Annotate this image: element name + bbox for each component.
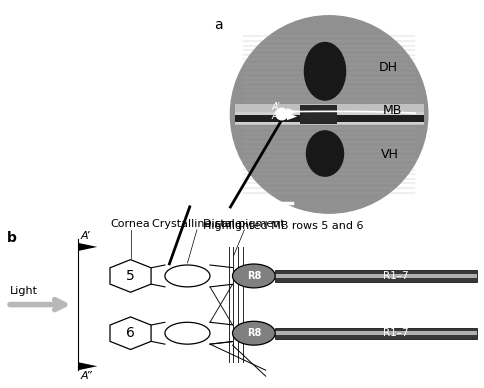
Text: MB: MB: [382, 104, 402, 118]
Text: Light: Light: [10, 286, 38, 296]
Bar: [235, 112, 424, 124]
Text: R8: R8: [247, 328, 261, 338]
Polygon shape: [287, 113, 297, 120]
Ellipse shape: [306, 131, 344, 176]
Bar: [275, 270, 477, 282]
Ellipse shape: [230, 16, 428, 213]
Ellipse shape: [232, 264, 275, 288]
Bar: [275, 331, 477, 335]
Text: Cornea: Cornea: [111, 219, 151, 229]
Ellipse shape: [232, 321, 275, 345]
Ellipse shape: [165, 322, 210, 344]
Bar: [235, 115, 424, 122]
Text: Highlighted MB rows 5 and 6: Highlighted MB rows 5 and 6: [203, 221, 364, 231]
Text: R1–7: R1–7: [383, 271, 409, 281]
Polygon shape: [110, 317, 151, 350]
Polygon shape: [78, 362, 97, 370]
Text: a: a: [214, 18, 223, 32]
Ellipse shape: [165, 265, 210, 287]
Text: A’: A’: [81, 231, 91, 241]
Text: DH: DH: [378, 61, 397, 74]
Text: b: b: [7, 231, 17, 245]
Polygon shape: [287, 108, 297, 116]
Text: R1–7: R1–7: [383, 328, 409, 338]
Text: 6: 6: [126, 326, 135, 340]
Bar: [301, 105, 337, 124]
Text: A”: A”: [272, 111, 282, 121]
Polygon shape: [110, 260, 151, 292]
Text: A”: A”: [81, 371, 92, 381]
Bar: [235, 104, 424, 125]
Bar: [275, 274, 477, 278]
Text: R8: R8: [247, 271, 261, 281]
Text: 5: 5: [126, 269, 135, 283]
Circle shape: [276, 108, 287, 120]
Text: A’: A’: [272, 102, 280, 112]
Polygon shape: [78, 243, 97, 251]
Bar: [275, 327, 477, 339]
Ellipse shape: [304, 42, 346, 100]
Text: VH: VH: [380, 148, 398, 161]
Text: Distal pigment: Distal pigment: [203, 219, 285, 229]
Text: Crystalline cone: Crystalline cone: [152, 219, 242, 229]
